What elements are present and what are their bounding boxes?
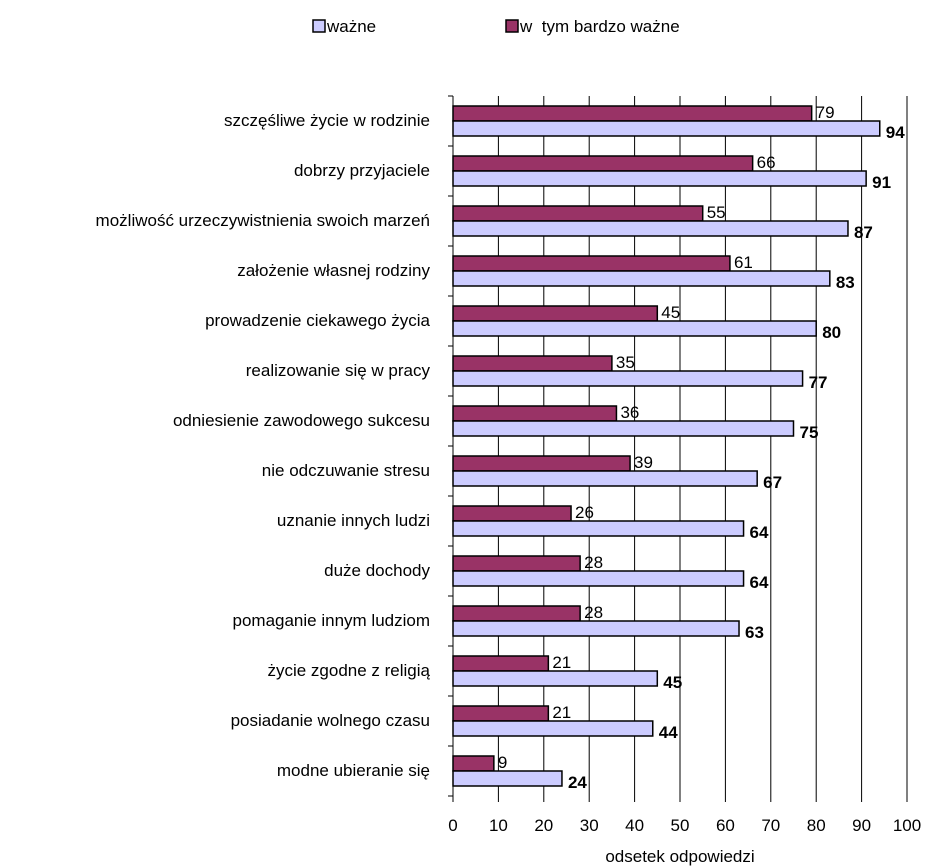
bar-bardzo-wazne [452, 305, 659, 322]
data-label-bardzo-wazne: 28 [584, 603, 603, 622]
data-label-wazne: 75 [800, 423, 819, 442]
bar-bardzo-wazne [452, 105, 813, 122]
category-label: realizowanie się w pracy [246, 361, 431, 380]
bar-wazne [452, 770, 563, 787]
bar-wazne [452, 120, 881, 137]
category-label: dobrzy przyjaciele [294, 161, 430, 180]
legend-swatch-bardzo-wazne [505, 19, 519, 33]
x-tick-label: 60 [716, 816, 735, 835]
x-tick-label: 20 [534, 816, 553, 835]
bar-wazne [452, 570, 745, 587]
bar-wazne [452, 470, 758, 487]
data-label-wazne: 80 [822, 323, 841, 342]
x-tick-label: 30 [580, 816, 599, 835]
bar-bardzo-wazne [452, 355, 613, 372]
bar-wazne [452, 320, 817, 337]
data-label-bardzo-wazne: 21 [552, 653, 571, 672]
x-tick-label: 70 [761, 816, 780, 835]
bar-wazne [452, 620, 740, 637]
data-label-wazne: 64 [750, 523, 769, 542]
bars [452, 105, 881, 787]
data-label-wazne: 83 [836, 273, 855, 292]
x-tick-label: 100 [893, 816, 921, 835]
category-label: prowadzenie ciekawego życia [205, 311, 430, 330]
data-label-bardzo-wazne: 61 [734, 253, 753, 272]
category-labels: szczęśliwe życie w rodzinie dobrzy przyja… [96, 111, 431, 780]
data-label-bardzo-wazne: 45 [661, 303, 680, 322]
bar-bardzo-wazne [452, 455, 631, 472]
category-label: pomaganie innym ludziom [233, 611, 431, 630]
category-label: założenie własnej rodziny [237, 261, 430, 280]
category-label: nie odczuwanie stresu [262, 461, 430, 480]
x-tick-label: 40 [625, 816, 644, 835]
legend-label-bardzo-wazne: w tym bardzo ważne [519, 17, 680, 36]
x-tick-label: 90 [852, 816, 871, 835]
x-tick-labels: 0 10 20 30 40 50 60 70 80 90 100 [448, 816, 921, 835]
data-label-wazne: 77 [809, 373, 828, 392]
bar-wazne [452, 670, 659, 687]
value-labels: 79 94 66 91 55 87 61 83 45 80 35 77 36 75 39 67 26 64 28 64… [498, 103, 905, 792]
data-label-wazne: 87 [854, 223, 873, 242]
data-label-bardzo-wazne: 21 [552, 703, 571, 722]
data-label-wazne: 94 [886, 123, 905, 142]
data-label-wazne: 64 [750, 573, 769, 592]
grid-lines [497, 96, 908, 796]
bar-bardzo-wazne [452, 505, 572, 522]
category-label: modne ubieranie się [277, 761, 430, 780]
data-label-wazne: 45 [663, 673, 682, 692]
bar-bardzo-wazne [452, 605, 581, 622]
data-label-bardzo-wazne: 39 [634, 453, 653, 472]
data-label-bardzo-wazne: 36 [620, 403, 639, 422]
category-label: życie zgodne z religią [267, 661, 430, 680]
legend-swatch-wazne [312, 19, 326, 33]
bar-bardzo-wazne [452, 755, 495, 772]
data-label-bardzo-wazne: 55 [707, 203, 726, 222]
data-label-bardzo-wazne: 28 [584, 553, 603, 572]
data-label-wazne: 24 [568, 773, 587, 792]
bar-wazne [452, 170, 867, 187]
x-tick-label: 50 [671, 816, 690, 835]
legend-label-wazne: ważne [326, 17, 376, 36]
category-label: posiadanie wolnego czasu [231, 711, 430, 730]
category-label: odniesienie zawodowego sukcesu [173, 411, 430, 430]
legend: ważne w tym bardzo ważne [312, 17, 680, 36]
bar-wazne [452, 370, 804, 387]
bar-bardzo-wazne [452, 705, 550, 722]
bar-bardzo-wazne [452, 655, 550, 672]
bar-bardzo-wazne [452, 255, 731, 272]
data-label-bardzo-wazne: 66 [757, 153, 776, 172]
bar-wazne [452, 220, 849, 237]
category-label: możliwość urzeczywistnienia swoich marze… [96, 211, 430, 230]
bar-bardzo-wazne [452, 405, 618, 422]
bar-bardzo-wazne [452, 155, 754, 172]
data-label-wazne: 44 [659, 723, 678, 742]
x-tick-label: 10 [489, 816, 508, 835]
x-tick-label: 80 [807, 816, 826, 835]
category-label: duże dochody [324, 561, 430, 580]
data-label-bardzo-wazne: 79 [816, 103, 835, 122]
axes [448, 95, 908, 802]
data-label-bardzo-wazne: 9 [498, 753, 507, 772]
x-axis-title: odsetek odpowiedzi [605, 847, 754, 866]
data-label-wazne: 91 [872, 173, 891, 192]
bar-wazne [452, 720, 654, 737]
bar-bardzo-wazne [452, 555, 581, 572]
bar-bardzo-wazne [452, 205, 704, 222]
data-label-bardzo-wazne: 26 [575, 503, 594, 522]
bar-wazne [452, 520, 745, 537]
x-tick-label: 0 [448, 816, 457, 835]
data-label-bardzo-wazne: 35 [616, 353, 635, 372]
bar-wazne [452, 420, 795, 437]
bar-wazne [452, 270, 831, 287]
category-label: uznanie innych ludzi [277, 511, 430, 530]
data-label-wazne: 67 [763, 473, 782, 492]
data-label-wazne: 63 [745, 623, 764, 642]
category-label: szczęśliwe życie w rodzinie [224, 111, 430, 130]
